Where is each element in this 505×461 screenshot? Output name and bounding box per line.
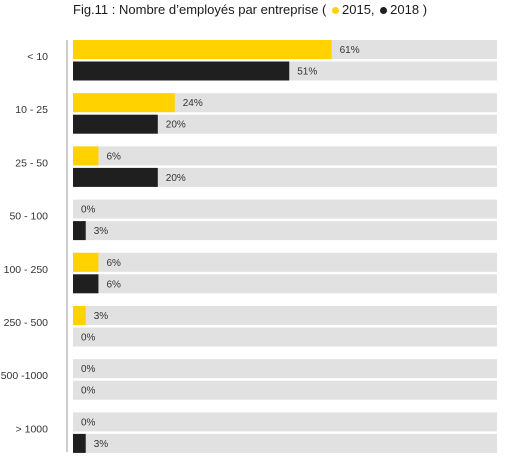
bar-track	[73, 380, 497, 400]
bar-2018	[73, 61, 290, 81]
chart-title-text: Fig.11 : Nombre d’employés par entrepris…	[73, 2, 327, 17]
bar-2018	[73, 114, 158, 134]
legend-separator: ,	[370, 2, 375, 17]
bar-2015	[73, 40, 332, 59]
legend-label-2015: 2015	[342, 2, 371, 17]
bar-2015	[73, 146, 99, 166]
data-label-2015: 0%	[81, 364, 96, 375]
data-label-2015: 3%	[94, 311, 109, 322]
data-label-2018: 20%	[166, 120, 186, 131]
category-label: 100 - 250	[4, 264, 49, 276]
data-label-2015: 6%	[106, 258, 121, 269]
data-label-2018: 51%	[297, 67, 317, 78]
bar-2015	[73, 252, 99, 272]
bar-track	[73, 306, 497, 325]
bar-track	[73, 252, 497, 272]
category-label: 50 - 100	[9, 211, 48, 223]
category-label: 25 - 50	[15, 157, 48, 169]
category-label: 500 -1000	[1, 370, 48, 382]
data-label-2015: 24%	[183, 98, 203, 109]
bar-track	[73, 327, 497, 347]
data-label-2018: 6%	[106, 279, 121, 290]
bar-track	[73, 146, 497, 166]
data-label-2018: 3%	[94, 226, 109, 237]
category-label: 10 - 25	[15, 104, 48, 116]
data-label-2015: 0%	[81, 417, 96, 428]
bar-track	[73, 199, 497, 219]
category-label: > 1000	[16, 423, 49, 435]
bar-track	[73, 93, 497, 113]
bar-2015	[73, 93, 175, 113]
data-label-2018: 3%	[94, 439, 109, 450]
bar-track	[73, 114, 497, 134]
legend-dot-2018-icon	[380, 6, 388, 14]
data-label-2018: 20%	[166, 173, 186, 184]
bar-track	[73, 167, 497, 187]
bar-2018	[73, 167, 158, 187]
data-label-2015: 61%	[340, 45, 360, 56]
bar-2018	[73, 433, 86, 453]
chart-title: Fig.11 : Nombre d’employés par entrepris…	[73, 2, 427, 17]
bar-track	[73, 359, 497, 379]
legend-dot-2015-icon	[332, 6, 339, 14]
legend-label-2018: 2018	[390, 2, 420, 17]
chart-title-close: )	[422, 2, 428, 17]
data-label-2018: 0%	[81, 386, 96, 397]
bar-track	[73, 412, 497, 432]
category-label: 250 - 500	[4, 317, 49, 329]
bar-2015	[73, 306, 86, 325]
bar-2018	[73, 274, 99, 294]
category-label: < 10	[27, 51, 48, 63]
bar-track	[73, 274, 497, 294]
data-label-2015: 0%	[81, 205, 96, 216]
data-label-2015: 6%	[106, 151, 121, 162]
bar-2018	[73, 221, 86, 241]
bar-track	[73, 221, 497, 241]
bar-track	[73, 433, 497, 453]
data-label-2018: 0%	[81, 333, 96, 344]
